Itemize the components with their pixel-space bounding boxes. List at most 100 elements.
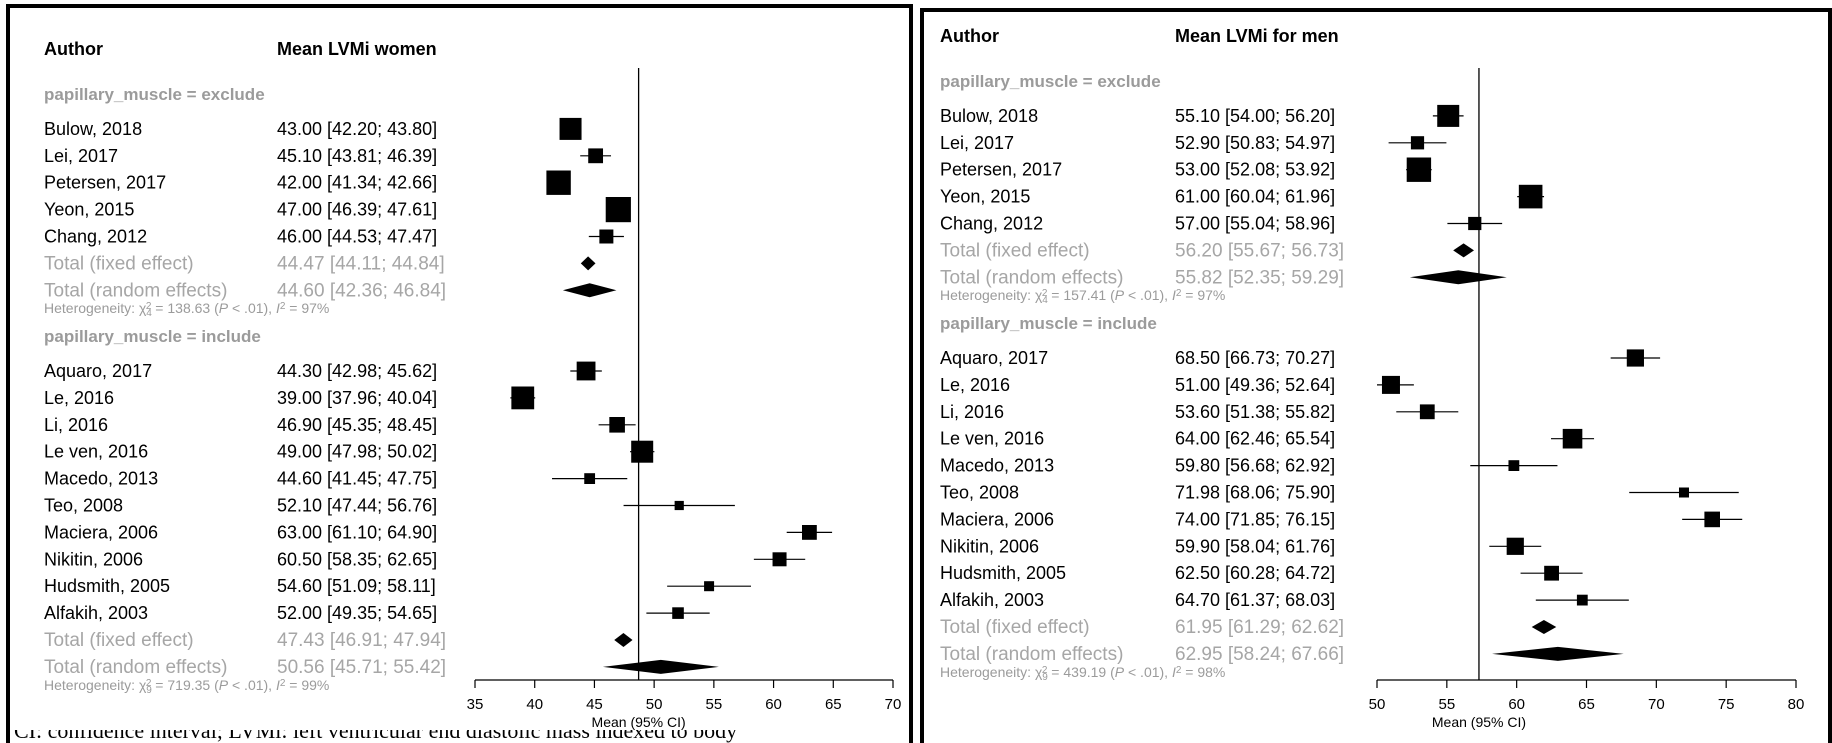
women-x-tick-label: 45	[586, 696, 603, 713]
women-study-author: Yeon, 2015	[44, 200, 134, 220]
women-x-tick-label: 50	[646, 696, 663, 713]
women-study-marker	[802, 525, 817, 540]
women-study-estimate: 47.00 [46.39; 47.61]	[277, 200, 437, 220]
men-x-tick-label: 80	[1788, 696, 1805, 713]
women-x-axis-label: Mean (95% CI)	[592, 714, 686, 730]
women-study-estimate: 46.90 [45.35; 48.45]	[277, 415, 437, 435]
men-study-marker	[1576, 594, 1588, 606]
men-random-effects-estimate: 62.95 [58.24; 67.66]	[1175, 644, 1344, 665]
women-study-author: Le, 2016	[44, 388, 114, 408]
women-fixed-effect-diamond	[614, 633, 633, 647]
men-column-header-estimate: Mean LVMi for men	[1175, 26, 1339, 46]
women-subgroup-label-1: papillary_muscle = include	[44, 327, 261, 346]
women-study-author: Nikitin, 2006	[44, 549, 143, 569]
women-study-marker	[704, 581, 715, 592]
men-study-author: Petersen, 2017	[940, 160, 1062, 180]
women-heterogeneity-0: Heterogeneity: χ42 = 138.63 (P < .01), I…	[44, 300, 329, 319]
men-study-author: Bulow, 2018	[940, 106, 1038, 126]
women-study-marker	[584, 473, 596, 484]
men-study-marker	[1381, 375, 1400, 394]
women-column-header-author: Author	[44, 39, 103, 59]
women-study-marker	[588, 148, 604, 164]
men-fixed-effect-diamond	[1453, 243, 1474, 258]
men-study-author: Yeon, 2015	[940, 187, 1030, 207]
men-study-marker	[1410, 136, 1425, 150]
men-study-author: Chang, 2012	[940, 214, 1043, 234]
men-fixed-effect-label: Total (fixed effect)	[940, 617, 1090, 638]
women-study-marker	[609, 417, 625, 433]
forest-plot-men: Author Mean LVMi for men papillary_muscle …	[920, 0, 1832, 743]
men-x-tick-label: 55	[1438, 696, 1455, 713]
men-random-effects-diamond	[1492, 646, 1624, 661]
men-study-marker	[1508, 460, 1520, 471]
men-study-author: Li, 2016	[940, 402, 1004, 422]
women-study-author: Li, 2016	[44, 415, 108, 435]
women-study-estimate: 43.00 [42.20; 43.80]	[277, 119, 437, 139]
women-random-effects-diamond	[602, 659, 719, 674]
women-study-marker	[772, 552, 787, 567]
men-study-author: Lei, 2017	[940, 133, 1014, 153]
women-study-estimate: 44.60 [41.45; 47.75]	[277, 469, 437, 489]
women-study-marker	[599, 229, 614, 244]
women-study-author: Maciera, 2006	[44, 522, 158, 542]
women-x-tick-label: 55	[706, 696, 723, 713]
men-study-estimate: 52.90 [50.83; 54.97]	[1175, 133, 1335, 153]
men-study-author: Aquaro, 2017	[940, 348, 1048, 368]
women-study-author: Petersen, 2017	[44, 173, 166, 193]
women-x-tick-label: 65	[825, 696, 842, 713]
women-study-estimate: 54.60 [51.09; 58.11]	[277, 576, 436, 596]
women-x-tick-label: 40	[526, 696, 543, 713]
women-study-estimate: 49.00 [47.98; 50.02]	[277, 442, 437, 462]
women-fixed-effect-estimate: 44.47 [44.11; 44.84]	[277, 253, 445, 274]
women-study-marker	[576, 361, 596, 381]
men-fixed-effect-diamond	[1531, 620, 1557, 634]
women-random-effects-diamond	[562, 283, 617, 298]
men-study-author: Macedo, 2013	[940, 456, 1054, 476]
men-study-author: Alfakih, 2003	[940, 590, 1044, 610]
men-study-estimate: 71.98 [68.06; 75.90]	[1175, 483, 1335, 503]
men-study-marker	[1437, 104, 1460, 127]
men-x-tick-label: 75	[1718, 696, 1735, 713]
women-study-marker	[672, 607, 684, 619]
women-study-estimate: 44.30 [42.98; 45.62]	[277, 361, 437, 381]
forest-plot-women: Author Mean LVMi women papillary_muscle = …	[6, 4, 913, 743]
forest-plot-men-svg: Author Mean LVMi for men papillary_muscle …	[920, 8, 1832, 743]
women-study-estimate: 42.00 [41.34; 42.66]	[277, 173, 437, 193]
forest-plot-women-svg: Author Mean LVMi women papillary_muscle = …	[6, 4, 913, 743]
men-study-estimate: 57.00 [55.04; 58.96]	[1175, 214, 1335, 234]
men-fixed-effect-estimate: 61.95 [61.29; 62.62]	[1175, 617, 1344, 638]
men-study-marker	[1544, 565, 1559, 581]
men-x-axis-label: Mean (95% CI)	[1432, 714, 1526, 730]
women-study-author: Teo, 2008	[44, 496, 123, 516]
women-study-author: Le ven, 2016	[44, 442, 148, 462]
men-study-estimate: 61.00 [60.04; 61.96]	[1175, 187, 1335, 207]
women-study-marker	[559, 117, 582, 140]
women-study-estimate: 60.50 [58.35; 62.65]	[277, 549, 437, 569]
men-study-estimate: 53.00 [52.08; 53.92]	[1175, 160, 1335, 180]
men-study-estimate: 68.50 [66.73; 70.27]	[1175, 348, 1335, 368]
men-fixed-effect-estimate: 56.20 [55.67; 56.73]	[1175, 240, 1344, 261]
men-random-effects-estimate: 55.82 [52.35; 59.29]	[1175, 267, 1344, 288]
men-study-author: Maciera, 2006	[940, 509, 1054, 529]
men-study-estimate: 59.90 [58.04; 61.76]	[1175, 536, 1335, 556]
women-study-marker	[511, 386, 535, 410]
men-study-marker	[1518, 184, 1543, 209]
women-x-tick-label: 35	[467, 696, 484, 713]
men-study-author: Hudsmith, 2005	[940, 563, 1066, 583]
men-study-estimate: 62.50 [60.28; 64.72]	[1175, 563, 1335, 583]
women-random-effects-estimate: 44.60 [42.36; 46.84]	[277, 280, 446, 301]
men-subgroup-label-0: papillary_muscle = exclude	[940, 72, 1161, 91]
men-study-marker	[1419, 404, 1435, 420]
men-x-tick-label: 60	[1508, 696, 1525, 713]
men-study-marker	[1468, 216, 1482, 231]
women-study-estimate: 52.10 [47.44; 56.76]	[277, 496, 437, 516]
women-study-author: Hudsmith, 2005	[44, 576, 170, 596]
women-study-estimate: 63.00 [61.10; 64.90]	[277, 522, 437, 542]
women-fixed-effect-diamond	[580, 256, 596, 271]
men-heterogeneity-1: Heterogeneity: χ92 = 439.19 (P < .01), I…	[940, 664, 1225, 683]
men-column-header-author: Author	[940, 26, 999, 46]
men-x-tick-label: 50	[1369, 696, 1386, 713]
men-study-marker	[1506, 537, 1524, 555]
men-study-author: Nikitin, 2006	[940, 536, 1039, 556]
women-subgroup-label-0: papillary_muscle = exclude	[44, 85, 265, 104]
